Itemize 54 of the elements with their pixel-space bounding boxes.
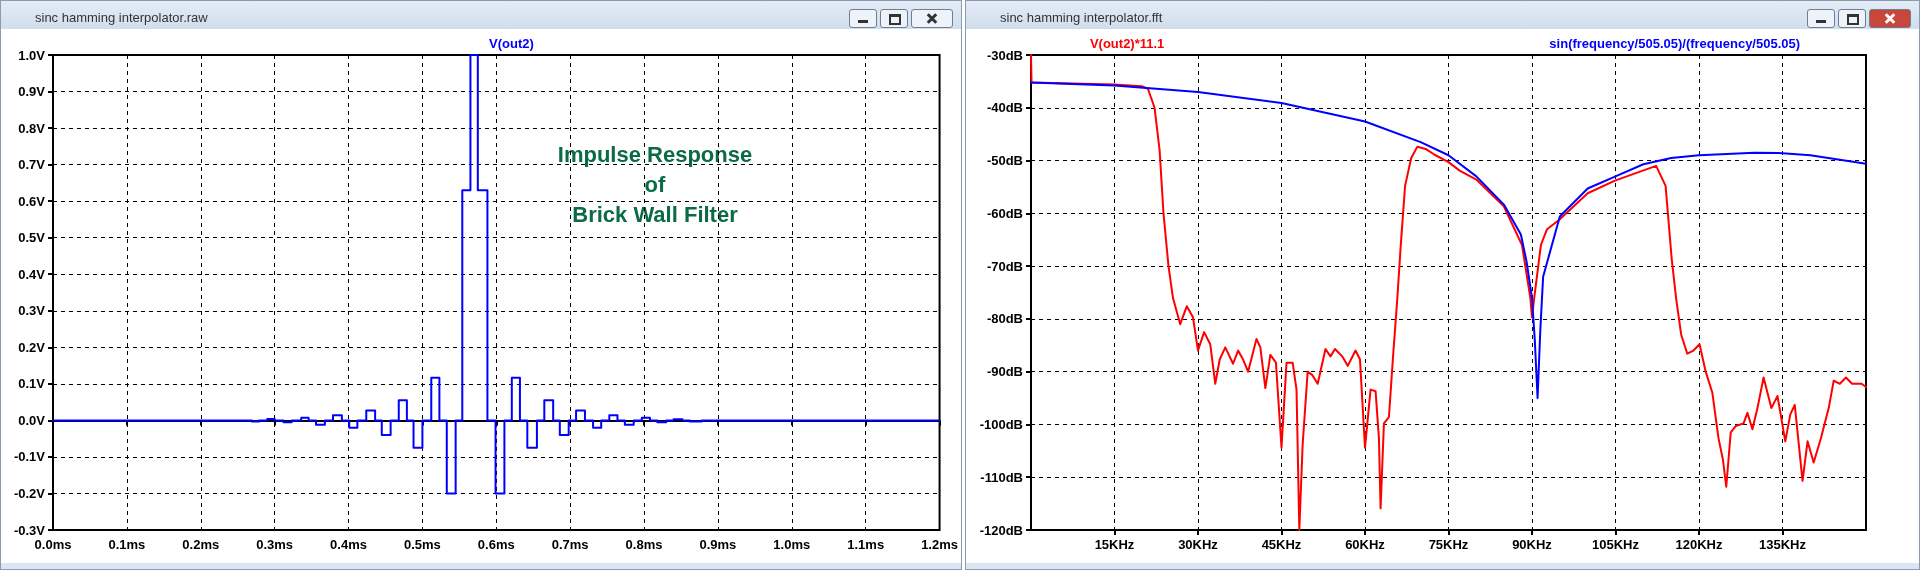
y-tick-label: -100dB [979, 416, 1023, 432]
y-tick-label: -70dB [986, 258, 1023, 274]
y-tick-label: 0.0V [18, 412, 46, 428]
x-tick-label: 0.3ms [256, 537, 294, 552]
chart-title: sinc hamming interpolator.raw [35, 10, 208, 25]
x-tick-label: 45KHz [1261, 537, 1302, 552]
y-tick-label: 0.3V [18, 303, 46, 319]
y-tick-label: 0.5V [18, 230, 46, 246]
x-tick-label: 0.4ms [330, 537, 367, 552]
y-tick-label: 0.8V [18, 120, 46, 136]
x-tick-label: 0.0ms [34, 537, 72, 552]
y-tick-label: -30dB [986, 47, 1023, 63]
x-tick-label: 0.8ms [625, 537, 663, 552]
x-tick-label: 120KHz [1675, 537, 1723, 552]
series-label: V(out2) [489, 35, 534, 51]
line-series [1030, 54, 1867, 531]
x-tick-label: 75KHz [1428, 537, 1469, 552]
x-tick-label: 0.9ms [699, 537, 737, 552]
y-tick-label: -90dB [986, 364, 1023, 380]
y-tick-label: -50dB [986, 153, 1023, 169]
y-tick-label: -0.3V [13, 522, 46, 538]
x-tick-label: 60KHz [1345, 537, 1386, 552]
x-tick-label: 1.2ms [921, 537, 959, 552]
y-tick-label: -0.2V [13, 485, 46, 501]
y-tick-label: -60dB [986, 205, 1023, 221]
x-tick-label: 1.1ms [847, 537, 885, 552]
y-tick-label: -120dB [979, 522, 1023, 538]
x-tick-label: 0.2ms [182, 537, 220, 552]
y-tick-label: 0.6V [18, 193, 46, 209]
y-tick-label: -40dB [986, 100, 1023, 116]
x-tick-label: 0.5ms [403, 537, 441, 552]
y-tick-label: -0.1V [13, 449, 46, 465]
x-tick-label: 105KHz [1592, 537, 1640, 552]
y-tick-label: -80dB [986, 311, 1023, 327]
x-tick-label: 0.6ms [477, 537, 515, 552]
x-tick-label: 1.0ms [773, 537, 811, 552]
annotation: Impulse Response of Brick Wall Filter [557, 141, 753, 227]
y-tick-label: 0.1V [18, 376, 46, 392]
y-tick-label: 0.4V [18, 266, 46, 282]
x-tick-label: 135KHz [1759, 537, 1807, 552]
y-tick-label: -110dB [980, 469, 1023, 485]
x-tick-label: 30KHz [1178, 537, 1219, 552]
x-tick-label: 0.7ms [551, 537, 589, 552]
text: sin(frequency/505.05)/(frequency/505.05) [1549, 35, 1801, 51]
y-tick-label: 0.9V [18, 84, 46, 100]
x-tick-label: 0.1ms [108, 537, 146, 552]
x-tick-label: 90KHz [1512, 537, 1553, 552]
y-tick-label: 0.2V [18, 339, 46, 355]
y-tick-label: 0.7V [18, 157, 46, 173]
text: V(out2)*11.1 [1089, 35, 1165, 51]
line-series [1030, 81, 1867, 400]
x-tick-label: 15KHz [1094, 537, 1135, 552]
y-tick-label: 1.0V [18, 47, 46, 63]
chart-title: sinc hamming interpolator.fft [1000, 10, 1163, 25]
